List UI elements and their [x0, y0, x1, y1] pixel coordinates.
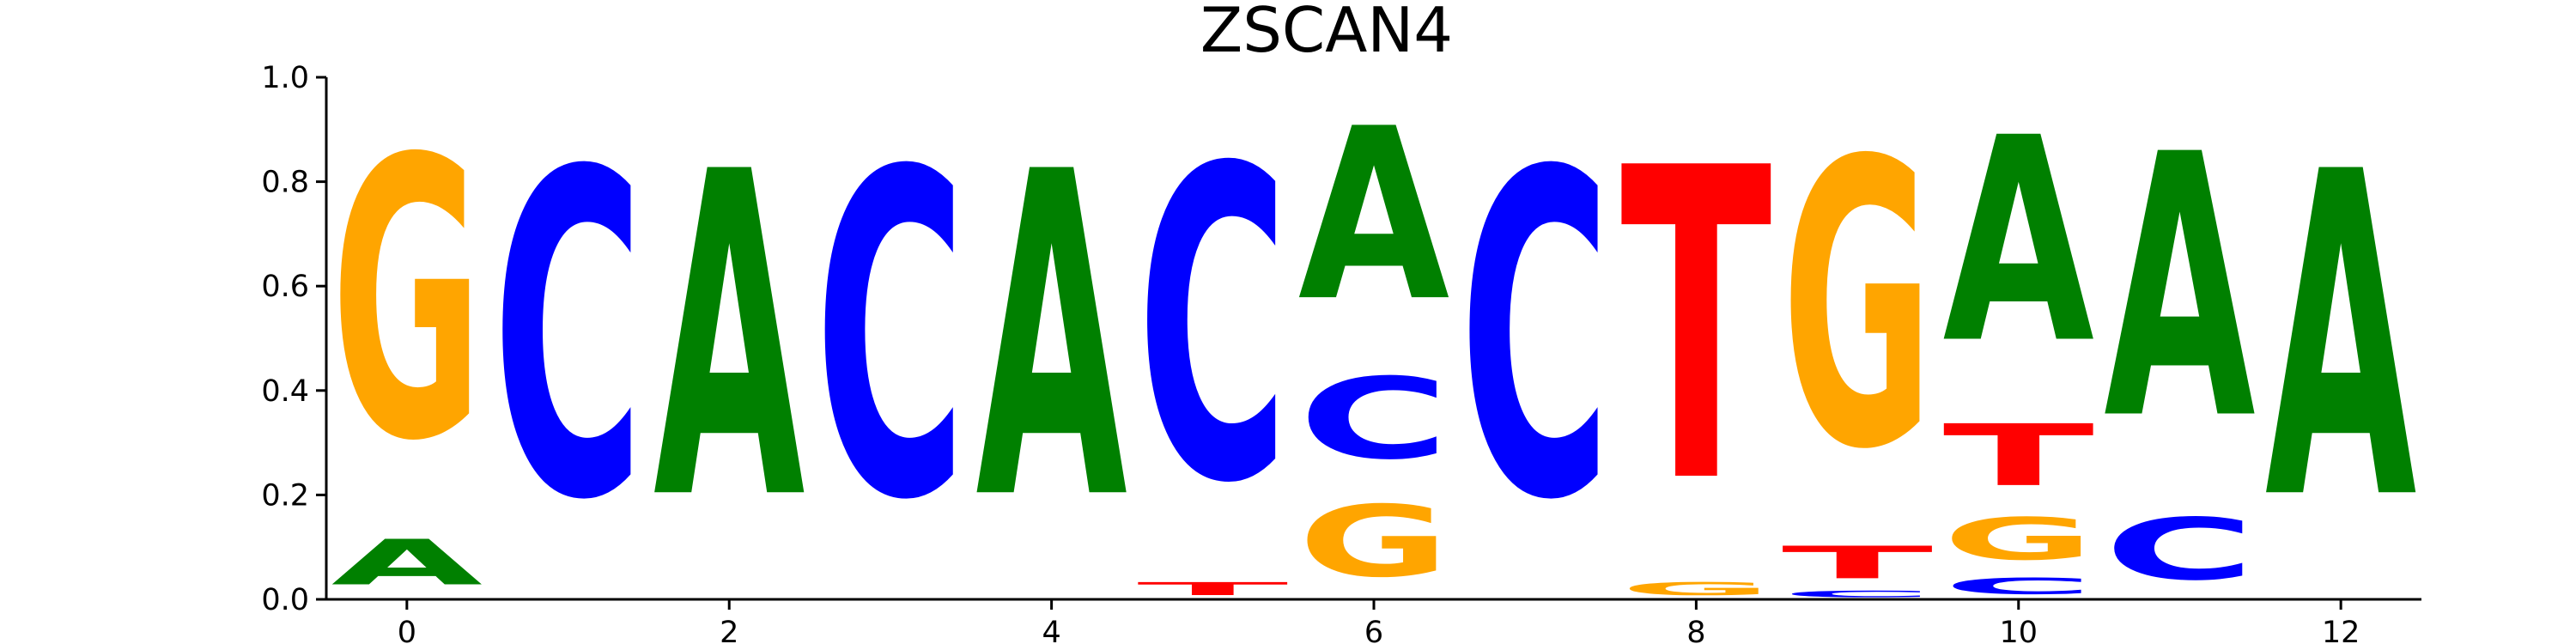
x-tick-label: 6 [1364, 616, 1383, 644]
letter-a: A [653, 79, 806, 598]
letter-a: A [331, 526, 483, 599]
letter-stack: CTG [1782, 79, 1933, 599]
letter-g: G [1298, 484, 1449, 598]
letter-c: C [492, 79, 643, 598]
letter-stack: C [815, 79, 966, 598]
x-tick-label: 12 [2322, 616, 2360, 644]
letter-t: T [1782, 537, 1933, 588]
letter-c: C [1137, 80, 1288, 578]
letter-g: G [1782, 79, 1933, 536]
chart-title: ZSCAN4 [1200, 0, 1453, 66]
letter-c: C [1943, 574, 2094, 599]
letter-stack: GCA [1298, 77, 1449, 599]
x-tick-label: 10 [1999, 616, 2038, 644]
x-tick-label: 8 [1686, 616, 1705, 644]
letter-stack: AG [331, 78, 483, 598]
letter-c: C [815, 79, 966, 598]
letter-c: C [1459, 79, 1610, 598]
y-tick-label: 0.6 [261, 270, 309, 304]
letter-g: G [331, 78, 483, 525]
y-tick-label: 0.0 [261, 583, 309, 617]
axes: 0.0 0.2 0.4 0.6 0.8 1.0 0 2 4 6 8 10 12 [261, 61, 2421, 644]
letter-c: C [1782, 589, 1933, 599]
letter-t: T [1943, 407, 2094, 506]
letter-t: T [1620, 78, 1773, 577]
letter-a: A [975, 79, 1128, 598]
letter-t: T [1137, 579, 1288, 599]
letter-stack: A [975, 79, 1128, 598]
letter-stack: GT [1620, 78, 1773, 599]
letter-g: G [1620, 579, 1771, 599]
letter-c: C [1298, 355, 1449, 484]
x-tick-label: 4 [1042, 616, 1060, 644]
letter-stack: A [653, 79, 806, 598]
y-tick-label: 0.2 [261, 478, 309, 513]
letter-a: A [2104, 78, 2257, 499]
letter-a: A [1943, 77, 2096, 405]
letter-stack: CA [2104, 78, 2257, 599]
letter-a: A [1298, 77, 1449, 353]
letter-stack: C [1459, 79, 1610, 598]
letter-stack: TC [1137, 80, 1288, 599]
y-tick-label: 0.4 [261, 374, 309, 409]
letter-a: A [2265, 79, 2418, 598]
y-tick-label: 1.0 [261, 61, 309, 95]
letter-stack: C [492, 79, 643, 598]
x-tick-label: 0 [398, 616, 416, 644]
letter-g: G [1943, 506, 2094, 574]
y-tick-label: 0.8 [261, 166, 309, 200]
letter-c: C [2104, 501, 2255, 599]
letter-stack: A [2265, 79, 2418, 598]
x-tick-label: 2 [720, 616, 738, 644]
